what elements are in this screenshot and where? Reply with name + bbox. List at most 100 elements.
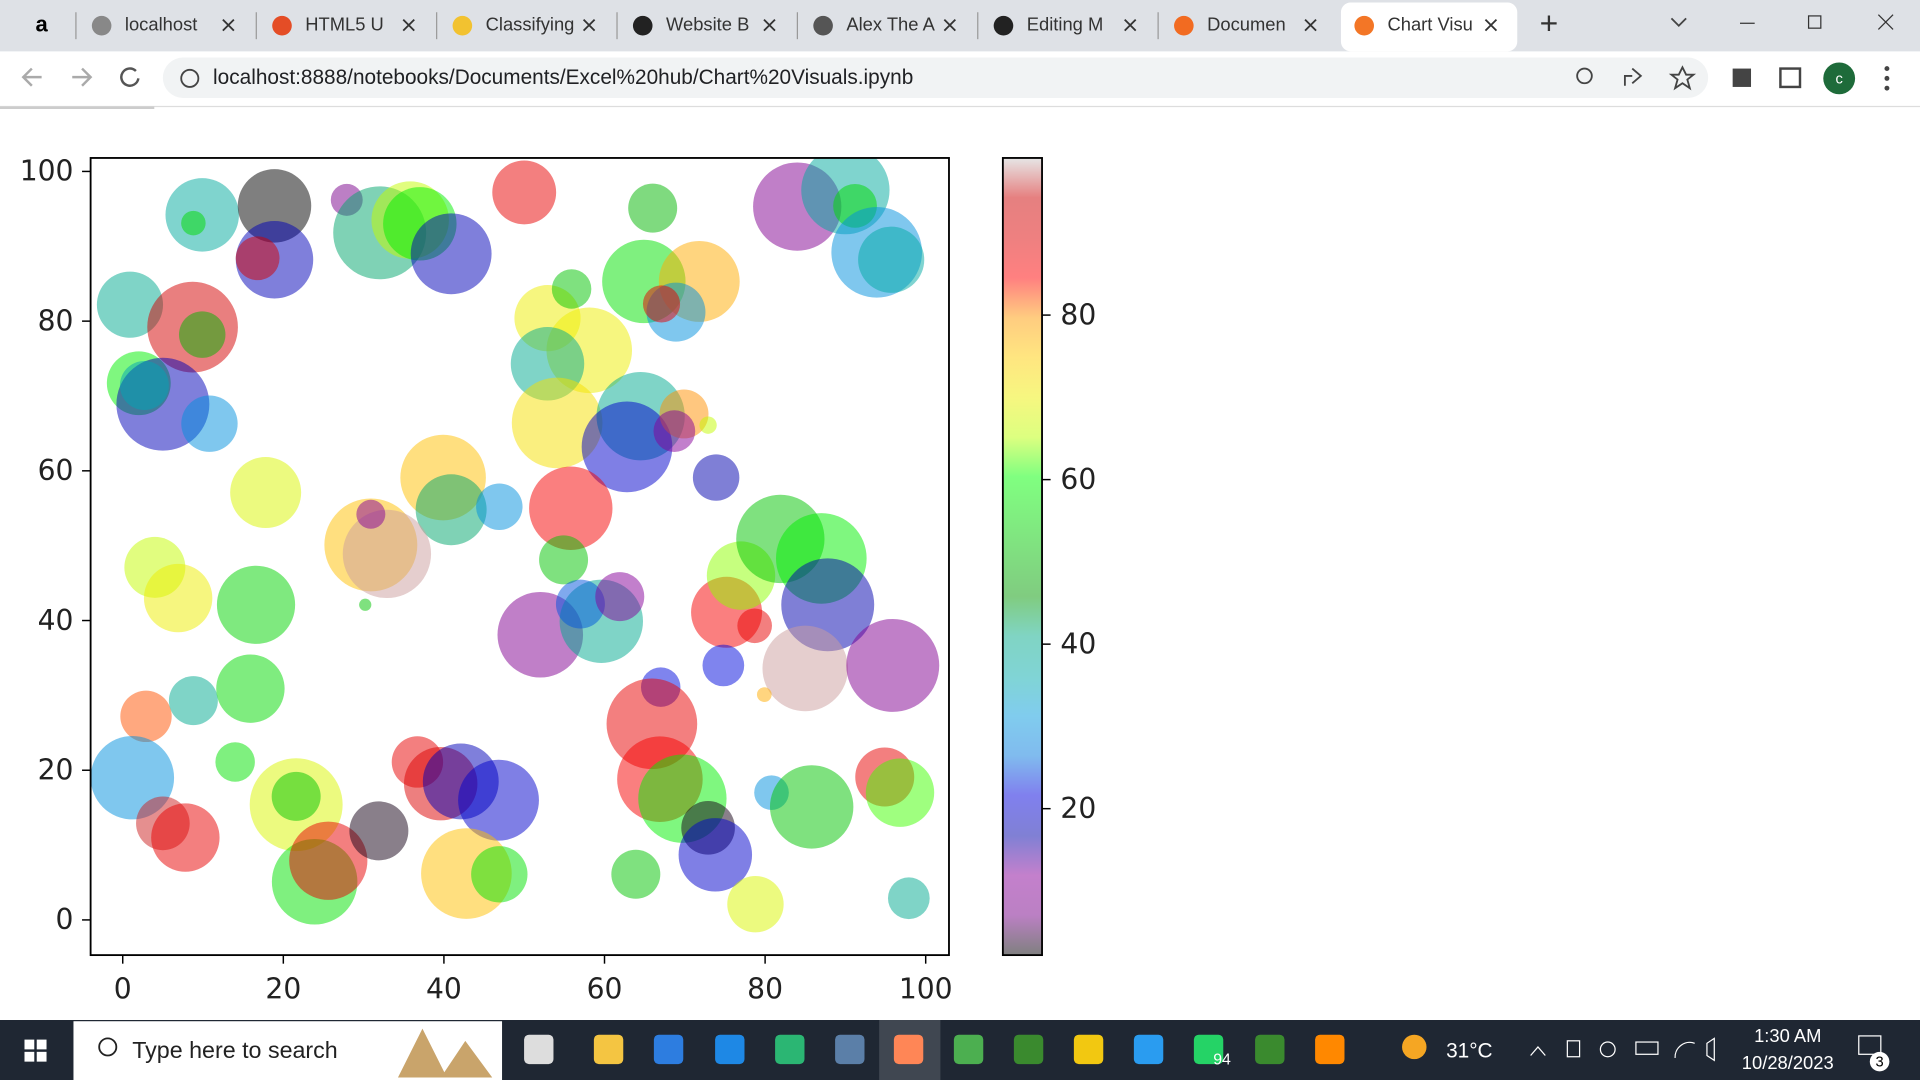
tab-title[interactable]: Website B: [666, 14, 749, 35]
bubble: [846, 618, 940, 712]
share-icon[interactable]: [1623, 67, 1643, 86]
notification-badge-bg: [1869, 1051, 1890, 1072]
taskbar-app[interactable]: [893, 1034, 924, 1065]
bubble: [458, 759, 539, 841]
tab-favicon: [452, 15, 473, 36]
taskbar-app[interactable]: [1133, 1034, 1164, 1065]
taskbar-app[interactable]: [715, 1034, 745, 1065]
menu-button[interactable]: [1884, 66, 1890, 91]
bubble: [762, 625, 849, 712]
tab-search[interactable]: [1670, 17, 1687, 28]
bubble: [756, 687, 772, 702]
y-tick-label: 0: [56, 903, 74, 936]
bubble: [216, 565, 296, 644]
tab-title[interactable]: Editing M: [1027, 14, 1104, 35]
profile-avatar[interactable]: [1823, 62, 1856, 95]
taskbar-app[interactable]: [1073, 1034, 1104, 1065]
weather-icon[interactable]: [1402, 1034, 1427, 1060]
tray-icons[interactable]: [1566, 1037, 1715, 1062]
whatsapp-badge: 94: [1213, 1052, 1231, 1069]
tab-close[interactable]: [222, 18, 235, 32]
tab-favicon: [272, 15, 292, 36]
start-button[interactable]: [24, 1039, 47, 1062]
colorbar-tick-label: 20: [1060, 792, 1096, 825]
tab-favicon: [813, 15, 833, 36]
taskbar-app[interactable]: [1255, 1034, 1285, 1065]
search-placeholder[interactable]: Type here to search: [132, 1037, 338, 1063]
x-tick-label: 100: [899, 973, 953, 1006]
tab-favicon: [632, 15, 653, 36]
y-tick-label: 100: [20, 155, 74, 188]
bubble: [769, 765, 854, 849]
tab-favicon: [1174, 15, 1194, 36]
taskbar-app[interactable]: [775, 1034, 805, 1065]
bubble: [858, 226, 925, 293]
bubble: [642, 285, 681, 323]
back-button[interactable]: [21, 67, 42, 87]
taskbar-app[interactable]: [1193, 1034, 1224, 1065]
bubble: [349, 801, 409, 861]
tab-close[interactable]: [1124, 18, 1137, 32]
tray-overflow[interactable]: [1530, 1045, 1546, 1056]
taskbar-app[interactable]: [835, 1034, 865, 1065]
tabs: localhost HTML5 U Classifying Website B Alex…: [75, 2, 1518, 52]
x-tick-label: 60: [587, 973, 623, 1006]
bubble: [539, 535, 589, 585]
active-app-highlight: [879, 1020, 941, 1080]
tab-title[interactable]: Chart Visu: [1387, 14, 1472, 35]
notification-icon[interactable]: [1858, 1035, 1882, 1055]
site-info[interactable]: [180, 68, 200, 88]
close-window[interactable]: [1877, 14, 1894, 30]
amazon-icon[interactable]: a: [35, 12, 48, 37]
x-tick-label: 40: [426, 973, 462, 1006]
tab-close[interactable]: [1304, 18, 1317, 32]
bubble: [410, 213, 492, 295]
tab-close[interactable]: [1484, 18, 1498, 32]
bubble: [356, 499, 386, 529]
tab-title[interactable]: Alex The A: [846, 14, 935, 35]
x-tick-label: 20: [265, 973, 301, 1006]
clock-time[interactable]: 1:30 AM: [1754, 1025, 1821, 1046]
taskbar-app[interactable]: [593, 1034, 624, 1065]
taskbar-app[interactable]: [1315, 1034, 1345, 1065]
taskbar-app[interactable]: [1013, 1034, 1044, 1065]
extensions-icon[interactable]: [1732, 68, 1752, 87]
bubble: [120, 690, 172, 743]
side-panel-icon[interactable]: [1779, 67, 1802, 89]
clock-date[interactable]: 10/28/2023: [1742, 1052, 1834, 1073]
tab-strip: [0, 0, 1920, 52]
taskbar-app[interactable]: [653, 1034, 684, 1065]
bubble: [476, 483, 523, 530]
taskbar-app[interactable]: [953, 1034, 984, 1065]
y-tick-label: 20: [38, 753, 74, 786]
tab-close[interactable]: [402, 18, 415, 32]
tab-close[interactable]: [763, 18, 776, 32]
bubble: [581, 401, 673, 493]
y-tick-label: 60: [38, 454, 74, 487]
search-highlight-image: [397, 1028, 493, 1078]
tab-title[interactable]: Documen: [1207, 14, 1286, 35]
address-bar[interactable]: [162, 57, 1709, 98]
tab-close[interactable]: [943, 18, 956, 32]
url[interactable]: localhost:8888/notebooks/Documents/Excel…: [213, 66, 913, 89]
tab-favicon: [993, 15, 1014, 36]
bubble: [551, 269, 592, 309]
points: [90, 157, 940, 933]
tab-title[interactable]: localhost: [125, 14, 197, 35]
restore[interactable]: [1807, 15, 1822, 29]
bookmark-star[interactable]: [1668, 65, 1697, 91]
new-tab[interactable]: +: [1540, 5, 1559, 41]
bubble: [611, 849, 661, 899]
reload-button[interactable]: [120, 67, 140, 87]
tab-title[interactable]: Classifying: [486, 14, 575, 35]
tab-title[interactable]: HTML5 U: [305, 14, 384, 35]
forward-button[interactable]: [72, 67, 93, 87]
weather-temp[interactable]: 31°C: [1446, 1039, 1492, 1062]
taskbar-app[interactable]: [524, 1034, 554, 1065]
bubble: [555, 579, 605, 629]
active-tab[interactable]: [1340, 2, 1518, 52]
zoom-icon[interactable]: [1576, 67, 1593, 85]
tab-favicon: [1354, 15, 1374, 36]
tab-close[interactable]: [582, 18, 596, 32]
